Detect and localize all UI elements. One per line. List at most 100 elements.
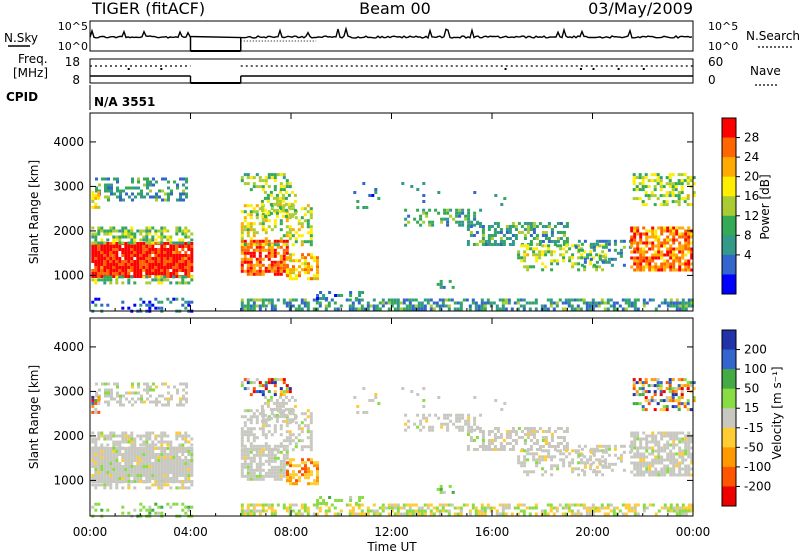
power-cell bbox=[110, 183, 113, 187]
power-cell bbox=[118, 235, 122, 239]
power-cell bbox=[624, 298, 628, 302]
power-cell bbox=[601, 254, 605, 258]
power-cell bbox=[184, 245, 188, 248]
power-cell bbox=[508, 243, 512, 246]
velocity-cell bbox=[249, 442, 253, 446]
power-cell bbox=[692, 194, 696, 198]
power-cell bbox=[145, 235, 149, 239]
power-cell bbox=[429, 304, 433, 308]
velocity-cell bbox=[309, 439, 313, 443]
velocity-cell bbox=[115, 459, 119, 462]
velocity-cell bbox=[289, 473, 292, 477]
power-cell bbox=[651, 298, 655, 302]
velocity-cell bbox=[407, 425, 411, 429]
velocity-cell bbox=[553, 445, 557, 448]
power-cell bbox=[328, 291, 332, 294]
power-cell bbox=[541, 234, 545, 237]
velocity-cell bbox=[157, 434, 161, 438]
velocity-cell bbox=[178, 431, 182, 435]
velocity-cell bbox=[669, 461, 673, 465]
velocity-cell bbox=[313, 461, 316, 465]
power-cell bbox=[561, 301, 565, 305]
power-cell bbox=[669, 244, 673, 248]
power-cell bbox=[469, 234, 473, 237]
velocity-cell bbox=[410, 390, 414, 393]
velocity-cell bbox=[681, 458, 685, 462]
power-cell bbox=[290, 214, 294, 218]
velocity-cell bbox=[408, 503, 412, 507]
velocity-cell bbox=[127, 456, 131, 459]
power-cell bbox=[301, 256, 304, 260]
velocity-cell bbox=[288, 390, 292, 394]
velocity-cell bbox=[675, 443, 679, 447]
power-cell bbox=[666, 238, 670, 242]
velocity-cell bbox=[678, 512, 682, 516]
velocity-cell bbox=[133, 443, 137, 447]
power-cell bbox=[252, 239, 256, 243]
velocity-cell bbox=[378, 512, 382, 516]
velocity-cell bbox=[109, 486, 113, 490]
power-cell bbox=[484, 240, 488, 243]
colorbar-swatch bbox=[722, 157, 736, 178]
power-cell bbox=[645, 238, 649, 242]
velocity-cell bbox=[422, 416, 426, 420]
velocity-cell bbox=[567, 506, 571, 510]
velocity-cell bbox=[151, 456, 155, 459]
power-cell bbox=[289, 256, 292, 260]
velocity-cell bbox=[94, 502, 98, 506]
power-cell bbox=[648, 259, 652, 263]
velocity-cell bbox=[127, 474, 131, 477]
velocity-cell bbox=[279, 471, 283, 475]
power-cell bbox=[187, 260, 191, 263]
velocity-cell bbox=[148, 465, 152, 468]
power-cell bbox=[178, 260, 182, 263]
velocity-cell bbox=[298, 464, 301, 468]
colorbar-tick-label: 12 bbox=[744, 209, 759, 223]
velocity-cell bbox=[576, 512, 580, 516]
velocity-cell bbox=[240, 427, 244, 431]
power-cell bbox=[161, 198, 164, 202]
velocity-cell bbox=[139, 456, 143, 459]
velocity-cell bbox=[276, 444, 280, 448]
velocity-cell bbox=[544, 455, 548, 459]
power-cell bbox=[100, 278, 104, 282]
power-cell bbox=[181, 232, 185, 236]
power-cell bbox=[567, 298, 571, 302]
power-cell bbox=[487, 240, 491, 243]
velocity-cell bbox=[246, 462, 250, 466]
velocity-cell bbox=[133, 471, 137, 474]
velocity-cell bbox=[261, 433, 265, 437]
power-cell bbox=[666, 301, 670, 305]
power-cell bbox=[687, 301, 691, 305]
velocity-cell bbox=[121, 486, 125, 490]
power-cell bbox=[97, 254, 101, 257]
velocity-cell bbox=[258, 471, 262, 475]
power-cell bbox=[671, 188, 675, 192]
velocity-cell bbox=[635, 390, 639, 394]
velocity-cell bbox=[121, 446, 125, 450]
velocity-cell bbox=[653, 384, 657, 388]
velocity-cell bbox=[179, 397, 182, 401]
velocity-cell bbox=[160, 431, 164, 435]
velocity-cell bbox=[148, 477, 152, 480]
power-cell bbox=[145, 272, 149, 275]
velocity-cell bbox=[184, 480, 188, 484]
power-cell bbox=[494, 194, 498, 197]
velocity-cell bbox=[598, 444, 602, 448]
power-cell bbox=[322, 294, 326, 297]
power-cell bbox=[660, 226, 664, 230]
velocity-cell bbox=[190, 480, 194, 484]
power-cell bbox=[116, 195, 119, 199]
power-cell bbox=[511, 222, 515, 225]
velocity-cell bbox=[103, 450, 107, 453]
velocity-cell bbox=[273, 465, 277, 469]
velocity-cell bbox=[523, 461, 527, 465]
power-cell bbox=[544, 244, 548, 248]
velocity-cell bbox=[103, 434, 107, 438]
power-cell bbox=[272, 208, 276, 212]
velocity-cell bbox=[532, 458, 536, 462]
velocity-cell bbox=[678, 452, 682, 456]
velocity-cell bbox=[160, 471, 164, 474]
velocity-cell bbox=[139, 474, 143, 477]
power-cell bbox=[556, 240, 560, 243]
